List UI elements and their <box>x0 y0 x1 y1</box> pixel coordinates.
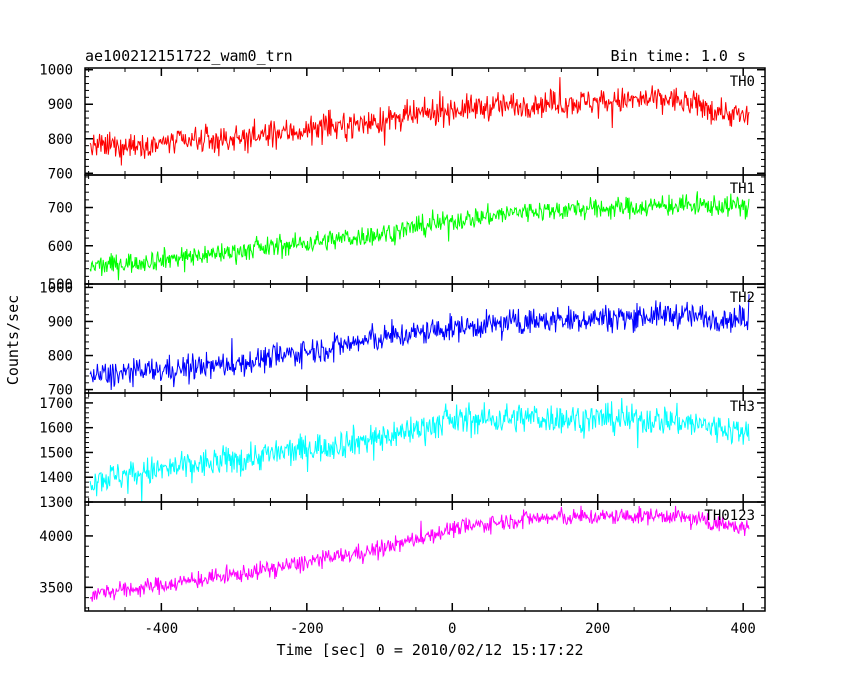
panel-th0123: 3500 4000 TH0123 <box>39 501 766 612</box>
y-tick-label: 1000 <box>39 280 73 296</box>
y-tick-label: 800 <box>48 349 73 365</box>
panels-group: 700 800 900 1000 TH0 500 600 700 TH1 700 800 900 100… <box>39 63 766 637</box>
panel-th2: 700 800 900 1000 TH2 <box>39 280 766 399</box>
panel-th3: 1300 1400 1500 1600 1700 TH3 <box>39 392 766 511</box>
y-tick-label: 700 <box>48 166 73 182</box>
y-tick-label: 1300 <box>39 495 73 511</box>
y-tick-label: 500 <box>48 277 73 293</box>
y-tick-label: 900 <box>48 314 73 330</box>
y-tick-label: 600 <box>48 239 73 255</box>
y-tick-label: 800 <box>48 132 73 148</box>
x-tick-label: 200 <box>585 621 610 637</box>
series-line-th1 <box>89 191 750 281</box>
y-tick-label: 700 <box>48 383 73 399</box>
bin-time-label: Bin time: 1.0 s <box>611 47 746 65</box>
y-tick-label: 1600 <box>39 421 73 437</box>
y-tick-label: 1000 <box>39 63 73 79</box>
x-tick-label: -400 <box>145 621 179 637</box>
panel-frame <box>84 283 766 394</box>
x-axis-label: Time [sec] 0 = 2010/02/12 15:17:22 <box>276 641 583 659</box>
panel-label-th3: TH3 <box>730 399 755 415</box>
x-tick-label: 0 <box>448 621 456 637</box>
y-tick-label: 1400 <box>39 470 73 486</box>
x-tick-label: -200 <box>290 621 324 637</box>
y-tick-label: 700 <box>48 201 73 217</box>
panel-frame <box>84 67 766 176</box>
series-line-th2 <box>89 294 750 391</box>
series-line-th0123 <box>89 505 750 602</box>
panel-label-th1: TH1 <box>730 181 755 197</box>
x-tick-label: 400 <box>731 621 756 637</box>
y-tick-label: 900 <box>48 97 73 113</box>
figure-title: ae100212151722_wam0_trn <box>85 47 293 65</box>
y-tick-label: 3500 <box>39 580 73 596</box>
y-tick-label: 4000 <box>39 529 73 545</box>
y-axis-label: Counts/sec <box>4 295 22 385</box>
panel-label-th2: TH2 <box>730 290 755 306</box>
y-tick-label: 1500 <box>39 445 73 461</box>
panel-frame <box>84 392 766 503</box>
y-tick-label: 1700 <box>39 396 73 412</box>
series-line-th0 <box>89 77 750 166</box>
panel-th1: 500 600 700 TH1 <box>48 174 766 293</box>
panel-label-th0: TH0 <box>730 74 755 90</box>
panel-label-th0123: TH0123 <box>704 508 755 524</box>
series-line-th3 <box>89 397 750 502</box>
panel-th0: 700 800 900 1000 TH0 <box>39 63 766 182</box>
